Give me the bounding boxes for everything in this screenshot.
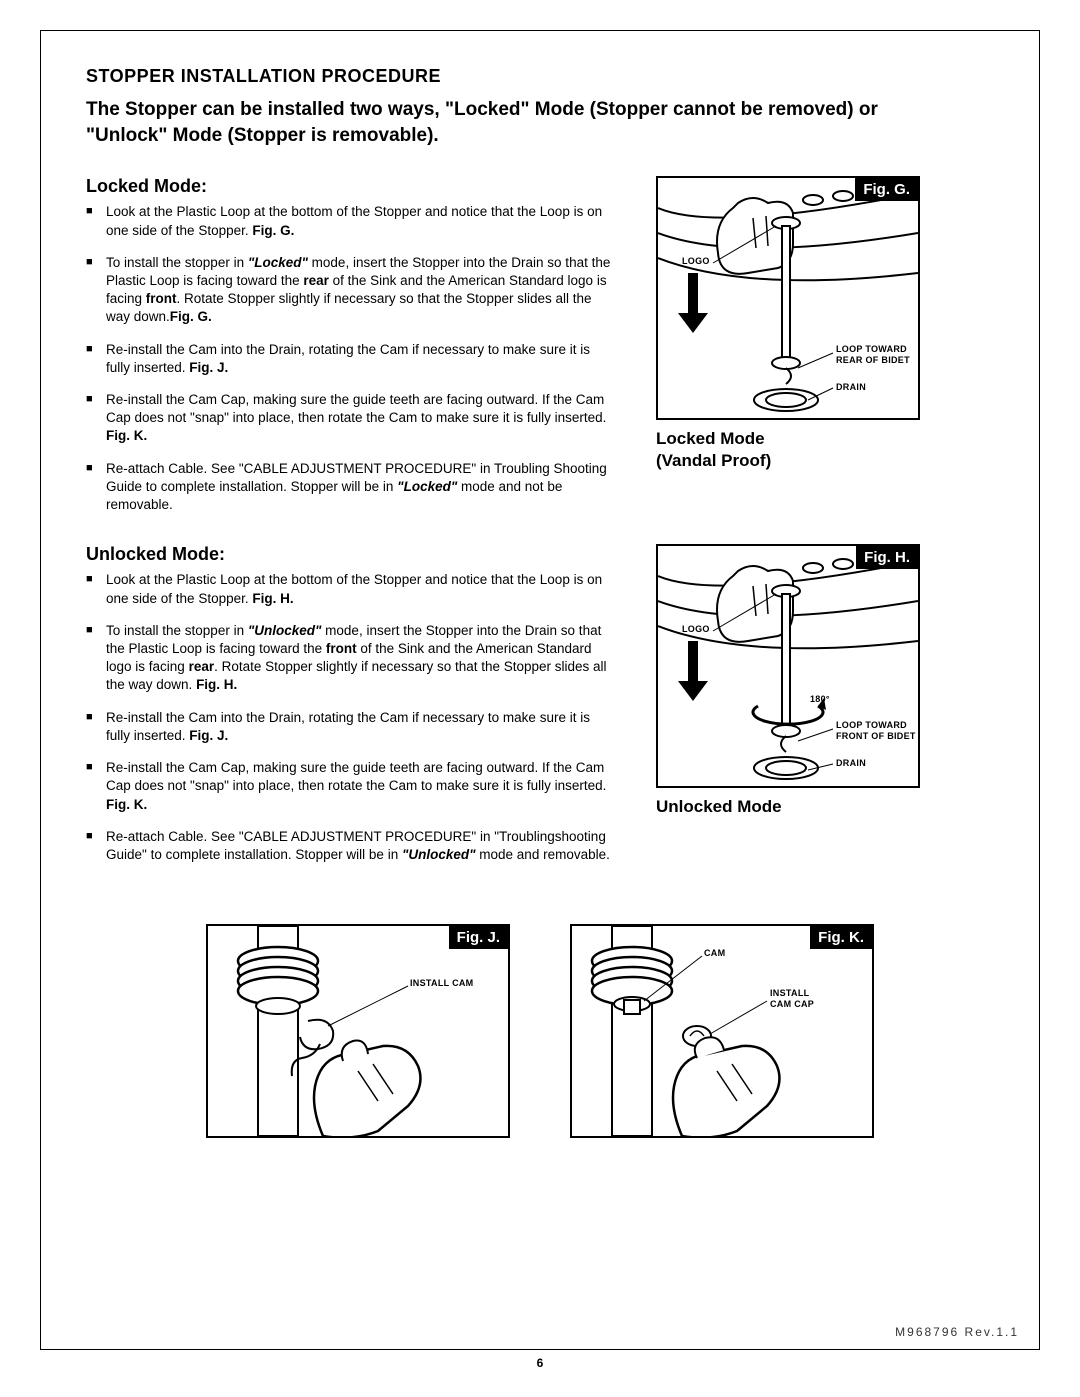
- figure-h-label: Fig. H.: [856, 546, 918, 569]
- figure-h: Fig. H.: [656, 544, 920, 788]
- figh-deg-annot: 180°: [810, 694, 830, 704]
- figure-g-label: Fig. G.: [855, 178, 918, 201]
- unlocked-step-5: Re-attach Cable. See "CABLE ADJUSTMENT P…: [86, 828, 616, 864]
- locked-steps: Look at the Plastic Loop at the bottom o…: [86, 203, 626, 514]
- figure-h-caption: Unlocked Mode: [656, 796, 921, 817]
- unlocked-step-3: Re-install the Cam into the Drain, rotat…: [86, 709, 616, 745]
- figh-logo-annot: LOGO: [682, 624, 710, 634]
- figure-k-label: Fig. K.: [810, 926, 872, 949]
- intro-text: The Stopper can be installed two ways, "…: [86, 97, 886, 148]
- unlocked-heading: Unlocked Mode:: [86, 544, 626, 565]
- locked-step-1: Look at the Plastic Loop at the bottom o…: [86, 203, 616, 239]
- figure-k: Fig. K.: [570, 924, 874, 1138]
- page-number: 6: [40, 1356, 1040, 1370]
- locked-section: Locked Mode: Look at the Plastic Loop at…: [86, 176, 994, 544]
- figure-g-caption: Locked Mode(Vandal Proof): [656, 428, 921, 471]
- locked-step-3: Re-install the Cam into the Drain, rotat…: [86, 341, 616, 377]
- unlocked-section: Unlocked Mode: Look at the Plastic Loop …: [86, 544, 994, 894]
- bottom-figures: Fig. J.: [86, 924, 994, 1146]
- unlocked-step-1: Look at the Plastic Loop at the bottom o…: [86, 571, 616, 607]
- section-title: STOPPER INSTALLATION PROCEDURE: [86, 66, 994, 87]
- figg-logo-annot: LOGO: [682, 256, 710, 266]
- locked-step-5: Re-attach Cable. See "CABLE ADJUSTMENT P…: [86, 460, 616, 515]
- locked-step-4: Re-install the Cam Cap, making sure the …: [86, 391, 616, 446]
- figure-j-label: Fig. J.: [449, 926, 508, 949]
- figure-g: Fig. G.: [656, 176, 920, 420]
- figk-cam-annot: CAM: [704, 948, 725, 958]
- unlocked-steps: Look at the Plastic Loop at the bottom o…: [86, 571, 626, 864]
- figh-loop-annot: LOOP TOWARDFRONT OF BIDET: [836, 720, 916, 741]
- figj-annot: INSTALL CAM: [410, 978, 473, 988]
- figg-drain-annot: DRAIN: [836, 382, 866, 392]
- figure-j: Fig. J.: [206, 924, 510, 1138]
- locked-heading: Locked Mode:: [86, 176, 626, 197]
- figh-drain-annot: DRAIN: [836, 758, 866, 768]
- unlocked-step-4: Re-install the Cam Cap, making sure the …: [86, 759, 616, 814]
- unlocked-step-2: To install the stopper in "Unlocked" mod…: [86, 622, 616, 695]
- locked-step-2: To install the stopper in "Locked" mode,…: [86, 254, 616, 327]
- figk-camcap-annot: INSTALLCAM CAP: [770, 988, 814, 1009]
- document-id: M968796 Rev.1.1: [895, 1325, 1019, 1339]
- figg-loop-annot: LOOP TOWARDREAR OF BIDET: [836, 344, 910, 365]
